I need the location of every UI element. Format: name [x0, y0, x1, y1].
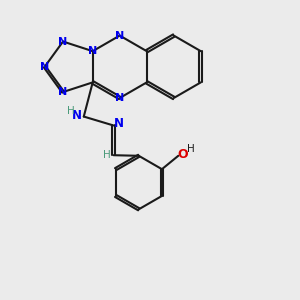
- Text: N: N: [58, 37, 68, 46]
- Text: O: O: [177, 148, 188, 161]
- Text: N: N: [115, 31, 124, 40]
- Text: H: H: [68, 106, 75, 116]
- Text: N: N: [115, 93, 124, 103]
- Text: H: H: [187, 144, 195, 154]
- Text: N: N: [40, 62, 49, 72]
- Text: H: H: [103, 150, 111, 160]
- Text: N: N: [58, 87, 68, 97]
- Text: N: N: [114, 117, 124, 130]
- Text: N: N: [72, 109, 82, 122]
- Text: N: N: [88, 46, 97, 56]
